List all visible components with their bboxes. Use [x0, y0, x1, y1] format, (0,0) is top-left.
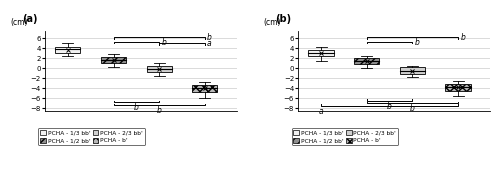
Text: (a): (a) [22, 14, 38, 24]
Text: a: a [207, 40, 212, 49]
Text: b: b [162, 38, 166, 47]
Bar [354, 58, 380, 64]
Bar [101, 57, 126, 63]
Bar [400, 67, 425, 74]
Text: b: b [207, 33, 212, 42]
Text: b: b [387, 101, 392, 111]
Text: b: b [414, 38, 420, 47]
Bar [446, 84, 470, 91]
Text: (cm): (cm) [264, 18, 281, 27]
Text: b: b [156, 106, 162, 115]
Text: b: b [460, 33, 465, 42]
Legend: PCHA - 1/3 bb', PCHA - 1/2 bb', PCHA - 2/3 bb', PCHA - b': PCHA - 1/3 bb', PCHA - 1/2 bb', PCHA - 2… [38, 128, 144, 145]
Text: (b): (b) [275, 14, 291, 24]
Bar [308, 50, 334, 56]
Legend: PCHA - 1/3 bb', PCHA - 1/2 bb', PCHA - 2/3 bb', PCHA - b': PCHA - 1/3 bb', PCHA - 1/2 bb', PCHA - 2… [292, 128, 398, 145]
Text: b: b [134, 103, 139, 112]
Text: b: b [410, 104, 415, 113]
Bar [146, 66, 172, 72]
Text: a: a [318, 107, 324, 116]
Bar [56, 47, 80, 53]
Bar [192, 85, 218, 92]
Text: (cm): (cm) [10, 18, 28, 27]
